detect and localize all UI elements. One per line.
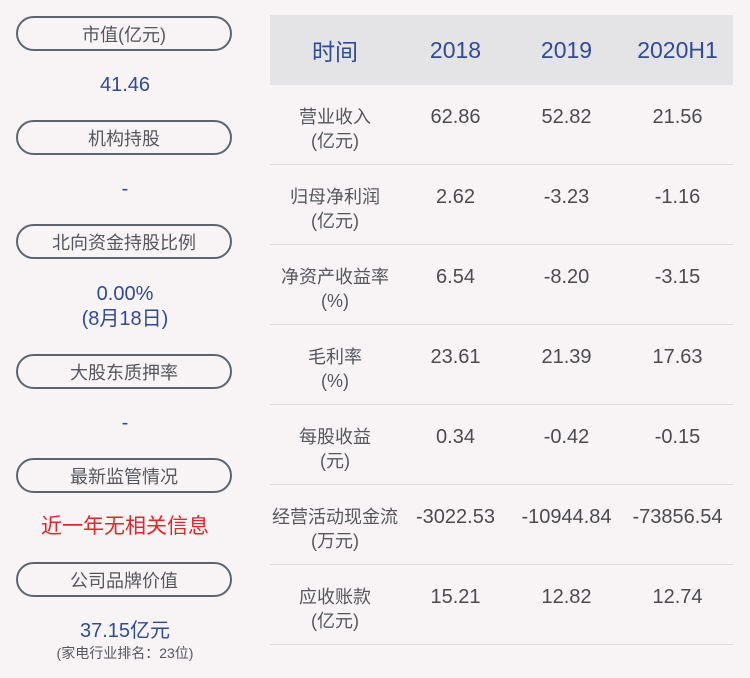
header-time: 时间	[312, 39, 358, 65]
institutional-holding-label: 机构持股	[16, 120, 232, 155]
row-label: 每股收益 (元)	[270, 425, 400, 473]
metric-unit: (%)	[321, 291, 349, 311]
cell-2018: 2.62	[436, 186, 475, 208]
metric-unit: (元)	[320, 451, 350, 471]
metric-name: 每股收益	[299, 427, 371, 447]
cell-2019: -3.23	[543, 186, 590, 208]
metric-unit: (%)	[321, 371, 349, 391]
cell-2020h1: -1.16	[654, 186, 701, 208]
cell-2018: 62.86	[430, 106, 481, 128]
brand-value-rank: (家电行业排名：23位)	[56, 645, 194, 661]
regulatory-status-label: 最新监管情况	[16, 458, 232, 493]
cell-2018: 6.54	[436, 266, 475, 288]
market-cap-value: 41.46	[99, 74, 151, 96]
table-row: 每股收益 (元) 0.34 -0.42 -0.15	[270, 405, 733, 485]
header-2019: 2019	[540, 36, 593, 63]
table-row: 经营活动现金流 (万元) -3022.53 -10944.84 -73856.54	[270, 485, 733, 565]
brand-value-value: 37.15亿元	[79, 620, 171, 642]
market-cap-label: 市值(亿元)	[16, 16, 232, 51]
cell-2020h1: 12.74	[652, 586, 703, 608]
header-2018: 2018	[429, 36, 482, 63]
table-row: 净资产收益率 (%) 6.54 -8.20 -3.15	[270, 245, 733, 325]
cell-2018: 0.34	[436, 426, 475, 448]
cell-2018: 23.61	[430, 346, 481, 368]
brand-value-label: 公司品牌价值	[16, 562, 232, 597]
cell-2018: 15.21	[430, 586, 481, 608]
cell-2020h1: 21.56	[652, 106, 703, 128]
institutional-holding-value: -	[121, 178, 129, 200]
label-text: 北向资金持股比例	[52, 232, 196, 253]
metric-unit: (亿元)	[311, 611, 359, 631]
metric-unit: (万元)	[311, 531, 359, 551]
regulatory-status-value: 近一年无相关信息	[41, 515, 209, 538]
row-label: 毛利率 (%)	[270, 345, 400, 393]
table-row: 营业收入 (亿元) 62.86 52.82 21.56	[270, 85, 733, 165]
cell-2019: 21.39	[541, 346, 592, 368]
row-label: 经营活动现金流 (万元)	[270, 505, 400, 553]
cell-2019: -10944.84	[521, 506, 612, 528]
table-header: 时间 2018 2019 2020H1	[270, 15, 733, 85]
row-label: 应收账款 (亿元)	[270, 585, 400, 633]
pledge-ratio-value: -	[121, 412, 129, 434]
row-label: 营业收入 (亿元)	[270, 105, 400, 153]
northbound-ratio-value: 0.00%	[96, 283, 154, 305]
metric-name: 净资产收益率	[281, 267, 389, 287]
table-row: 应收账款 (亿元) 15.21 12.82 12.74	[270, 565, 733, 645]
header-2020h1: 2020H1	[637, 36, 718, 63]
metric-name: 归母净利润	[290, 187, 380, 207]
metric-unit: (亿元)	[311, 211, 359, 231]
cell-2020h1: -3.15	[654, 266, 701, 288]
table-row: 毛利率 (%) 23.61 21.39 17.63	[270, 325, 733, 405]
cell-2020h1: 17.63	[652, 346, 703, 368]
metric-name: 经营活动现金流	[272, 507, 398, 527]
northbound-ratio-label: 北向资金持股比例	[16, 224, 232, 259]
row-label: 净资产收益率 (%)	[270, 265, 400, 313]
cell-2019: 12.82	[541, 586, 592, 608]
label-text: 机构持股	[88, 128, 160, 149]
row-label: 归母净利润 (亿元)	[270, 185, 400, 233]
cell-2019: -0.42	[543, 426, 590, 448]
pledge-ratio-label: 大股东质押率	[16, 354, 232, 389]
metric-name: 应收账款	[299, 587, 371, 607]
cell-2019: -8.20	[543, 266, 590, 288]
cell-2020h1: -73856.54	[632, 506, 723, 528]
label-text: 大股东质押率	[70, 362, 178, 383]
northbound-ratio-date: (8月18日)	[81, 308, 169, 330]
metric-name: 营业收入	[299, 107, 371, 127]
metric-name: 毛利率	[308, 347, 362, 367]
label-text: 最新监管情况	[70, 466, 178, 487]
label-text: 市值(亿元)	[82, 24, 166, 45]
cell-2019: 52.82	[541, 106, 592, 128]
cell-2020h1: -0.15	[654, 426, 701, 448]
label-text: 公司品牌价值	[70, 570, 178, 591]
cell-2018: -3022.53	[416, 506, 495, 528]
table-row: 归母净利润 (亿元) 2.62 -3.23 -1.16	[270, 165, 733, 245]
financial-table: 时间 2018 2019 2020H1 营业收入 (亿元) 62.86 52.82…	[270, 15, 733, 645]
metric-unit: (亿元)	[311, 131, 359, 151]
